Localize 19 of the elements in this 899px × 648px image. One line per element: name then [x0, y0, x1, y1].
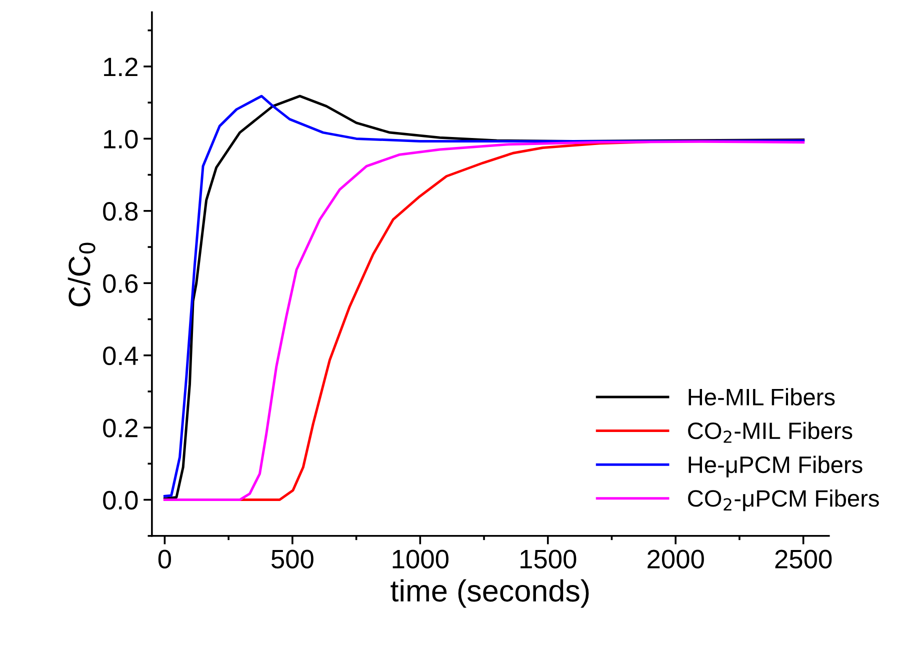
y-tick-label: 0.8 — [103, 202, 138, 221]
y-tick-label: 0.0 — [103, 490, 138, 510]
y-tick-label: 0.4 — [103, 346, 138, 366]
y-tick-label: 0.2 — [103, 418, 138, 438]
y-tick-label: 1.2 — [104, 58, 138, 76]
x-tick-label: 500 — [271, 550, 314, 568]
x-axis-title: time (seconds) — [390, 579, 589, 608]
y-tick-label: 0.6 — [103, 274, 138, 293]
x-tick-label: 1000 — [392, 550, 448, 568]
y-tick-label: 1.0 — [104, 130, 138, 149]
x-tick-label: 2000 — [648, 550, 704, 568]
x-tick-label: 1500 — [520, 550, 576, 568]
legend-label: CO$_{2}$-μPCM Fibers — [688, 489, 879, 512]
legend-label: He-MIL Fibers — [688, 388, 835, 406]
y-axis-title: C/C$_{0}$ — [68, 242, 96, 306]
x-tick-label: 0 — [158, 550, 172, 568]
legend-label: CO$_{2}$-MIL Fibers — [688, 422, 852, 443]
x-tick-label: 2500 — [775, 550, 832, 568]
legend-label: He-μPCM Fibers — [688, 456, 862, 478]
